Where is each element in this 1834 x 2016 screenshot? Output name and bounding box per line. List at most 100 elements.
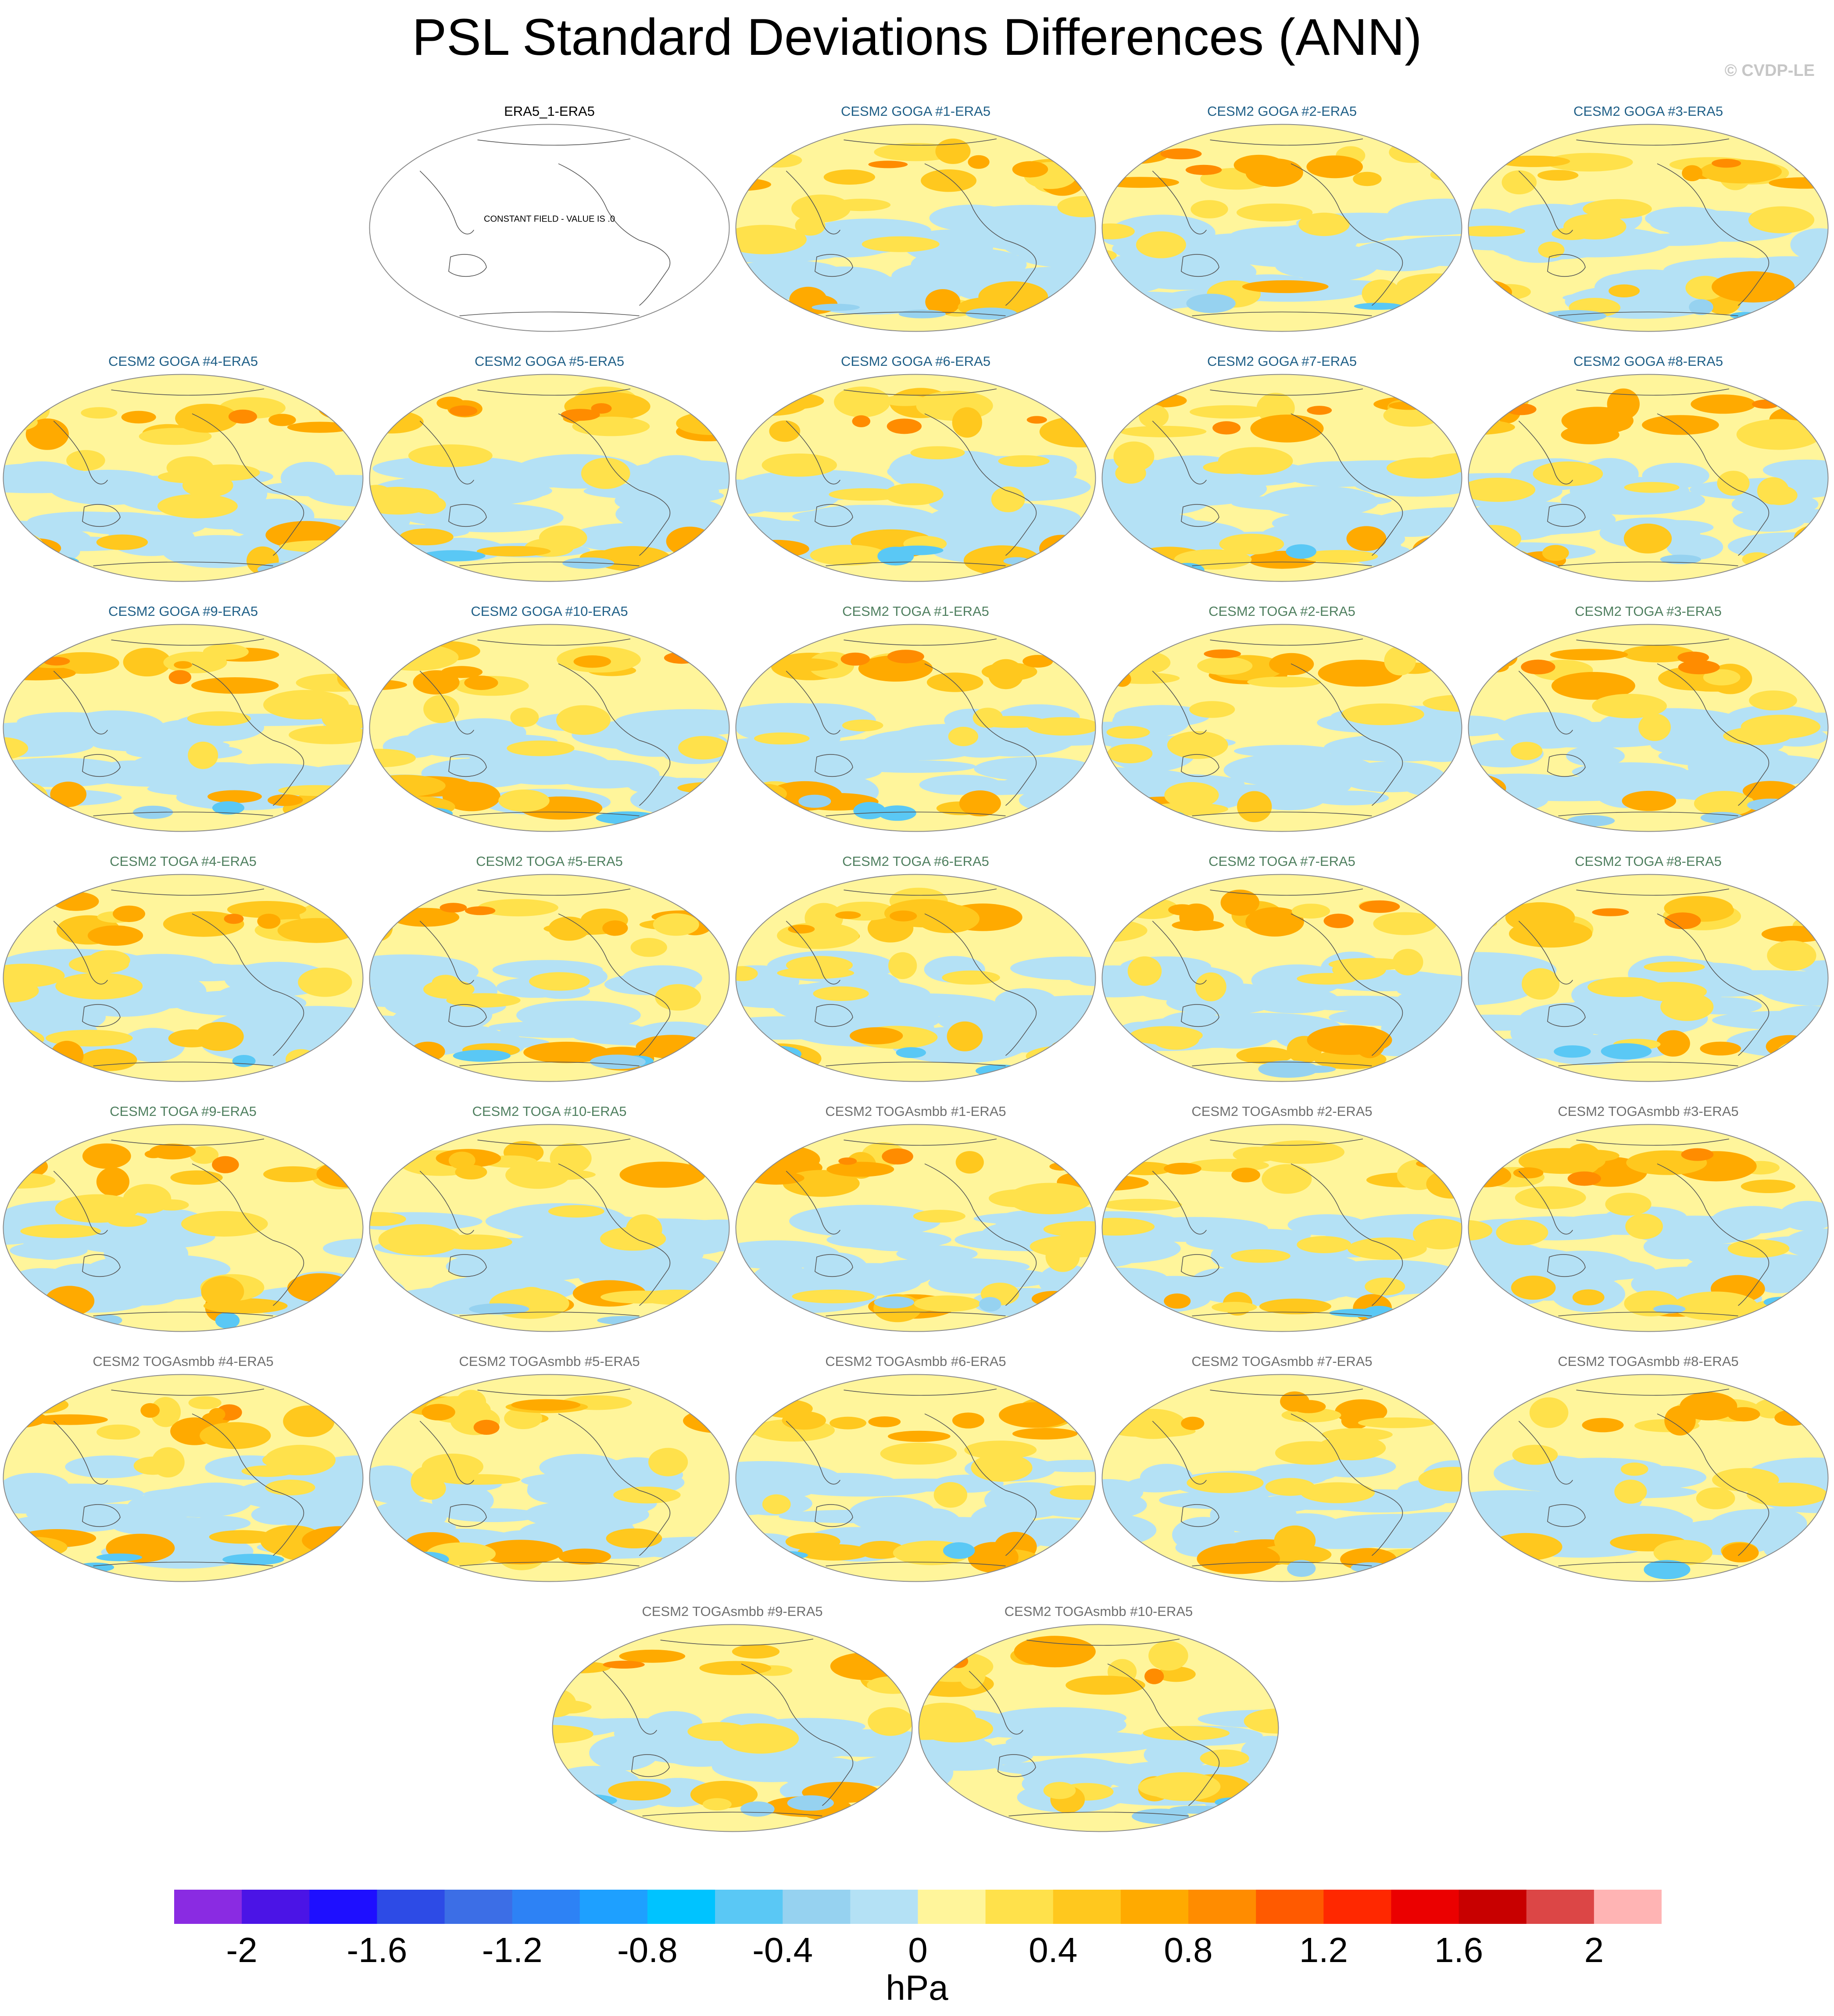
field-contour-positive: [1561, 425, 1619, 444]
field-contour-positive: [791, 194, 851, 222]
coastline: [459, 1312, 640, 1316]
colorbar-swatch: [512, 1890, 580, 1924]
coastline: [558, 663, 640, 741]
coastline: [1291, 663, 1372, 741]
field-contour-negative: [1487, 1549, 1512, 1568]
field-contour-positive: [1550, 649, 1628, 661]
map-panel: CESM2 GOGA #3-ERA5: [1465, 103, 1831, 333]
field-contour-negative: [1566, 745, 1625, 767]
field-contour-negative: [369, 962, 453, 978]
field-contour-positive: [200, 1422, 271, 1449]
field-contour-positive: [1127, 956, 1162, 986]
coastline: [1371, 490, 1403, 556]
coastline: [1152, 171, 1207, 235]
field-contour-positive: [510, 708, 539, 727]
field-contour-positive: [699, 1661, 772, 1675]
field-contour-positive: [1068, 1400, 1084, 1410]
field-contour-positive: [157, 470, 227, 483]
coastline: [741, 1663, 822, 1741]
colorbar-swatch: [1391, 1890, 1459, 1924]
coastline: [1188, 1740, 1220, 1806]
field-contour-positive: [1102, 223, 1135, 239]
field-contour-positive: [792, 1289, 875, 1304]
field-contour-positive: [823, 169, 876, 185]
panel-title: CESM2 TOGAsmbb #6-ERA5: [825, 1354, 1006, 1369]
colorbar-swatch: [242, 1890, 310, 1924]
map-outline: [1101, 624, 1462, 832]
field-contour-negative: [453, 1050, 511, 1062]
field-contour-positive: [829, 1416, 867, 1430]
field-contour-positive: [678, 736, 729, 760]
field-contour-negative: [65, 1455, 152, 1478]
field-contour-positive: [369, 1528, 401, 1560]
coastline: [815, 1004, 853, 1027]
coastline: [53, 1421, 108, 1485]
map-plot: [3, 624, 364, 832]
coastline: [1192, 561, 1372, 566]
field-contour-positive: [203, 643, 249, 660]
field-contour-positive: [736, 661, 758, 674]
field-contour-positive: [1200, 1749, 1249, 1767]
field-contour-positive: [1425, 399, 1462, 419]
field-contour-positive: [1624, 482, 1680, 493]
field-contour-positive: [666, 526, 714, 556]
field-contour-positive: [1551, 672, 1635, 700]
coastline: [1547, 754, 1586, 777]
field-contour-positive: [838, 1157, 857, 1165]
field-contour-positive: [1341, 703, 1424, 726]
coastline: [459, 1062, 640, 1066]
field-contour-positive: [1512, 1444, 1558, 1465]
field-contour-positive: [473, 1419, 500, 1435]
colorbar-swatch: [444, 1890, 513, 1924]
field-contour-positive: [1656, 1030, 1690, 1057]
coastline: [477, 1388, 631, 1396]
coastline: [1547, 504, 1586, 527]
field-contour-positive: [873, 1801, 912, 1819]
map-plot: [1468, 374, 1829, 582]
field-contour-positive: [1722, 1543, 1759, 1562]
field-contour-positive: [207, 790, 262, 803]
field-contour-negative: [790, 1729, 912, 1757]
field-contour-positive: [1407, 798, 1445, 822]
field-contour-positive: [1637, 982, 1707, 1002]
colorbar-tick-label: 1.2: [1299, 1930, 1348, 1970]
field-contour-positive: [529, 972, 590, 991]
coastline: [639, 990, 671, 1056]
field-contour-positive: [188, 741, 218, 769]
coastline: [1737, 240, 1770, 306]
field-contour-negative: [1554, 1045, 1591, 1058]
field-contour-positive: [926, 672, 983, 692]
field-contour-positive: [1423, 694, 1462, 712]
map-panel: CESM2 TOGAsmbb #9-ERA5: [549, 1603, 915, 1834]
field-contour-positive: [476, 546, 551, 557]
map-outline: [735, 374, 1096, 582]
field-contour-negative: [811, 739, 930, 766]
field-contour-positive: [737, 1043, 822, 1074]
field-contour-negative: [323, 1238, 363, 1258]
field-contour-positive: [840, 652, 870, 666]
field-contour-positive: [868, 1707, 912, 1736]
map-panel: CESM2 GOGA #7-ERA5: [1099, 353, 1465, 583]
field-contour-positive: [1219, 533, 1284, 554]
map-outline: [1101, 124, 1462, 332]
field-contour-positive: [96, 534, 148, 550]
field-contour-negative: [178, 1482, 254, 1506]
field-contour-positive: [1143, 1726, 1230, 1741]
coastline: [1547, 1254, 1586, 1277]
coastline: [1181, 754, 1219, 777]
field-contour-positive: [1680, 1392, 1737, 1421]
map-outline: [735, 624, 1096, 832]
panel-title: CESM2 TOGAsmbb #4-ERA5: [93, 1354, 274, 1369]
panel-title: CESM2 TOGA #6-ERA5: [842, 854, 989, 869]
field-contour-positive: [1625, 1213, 1663, 1239]
colorbar-swatch: [1256, 1890, 1324, 1924]
field-contour-positive: [82, 1143, 131, 1169]
field-contour-positive: [175, 404, 239, 433]
field-contour-positive: [769, 420, 801, 442]
field-contour-positive: [456, 1390, 486, 1415]
coastline: [1152, 421, 1207, 485]
panel-title: CESM2 GOGA #3-ERA5: [1573, 104, 1723, 119]
field-contour-positive: [416, 1477, 446, 1500]
colorbar-swatch: [985, 1890, 1054, 1924]
coastline: [815, 1254, 853, 1277]
